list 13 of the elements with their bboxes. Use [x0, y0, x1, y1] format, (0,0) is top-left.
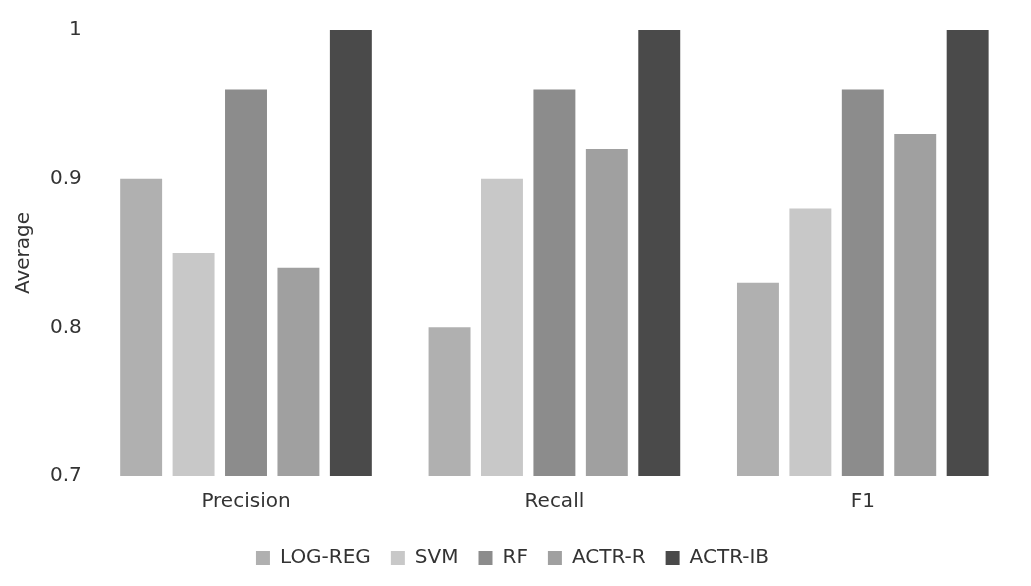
legend-label: ACTR-IB — [689, 544, 770, 569]
x-tick-label: Recall — [524, 488, 585, 513]
x-tick-label: Precision — [201, 488, 291, 513]
x-tick-label: F1 — [850, 488, 875, 513]
y-tick-label: 0.8 — [49, 313, 82, 338]
y-tick-label: 0.9 — [49, 164, 82, 189]
y-axis-title: Average — [10, 211, 35, 295]
legend-label: SVM — [414, 544, 459, 569]
legend-label: ACTR-R — [571, 544, 646, 569]
legend-label: RF — [502, 544, 528, 569]
y-tick-label: 1 — [69, 16, 82, 41]
legend-label: LOG-REG — [279, 544, 371, 569]
y-tick-label: 0.7 — [49, 462, 82, 487]
